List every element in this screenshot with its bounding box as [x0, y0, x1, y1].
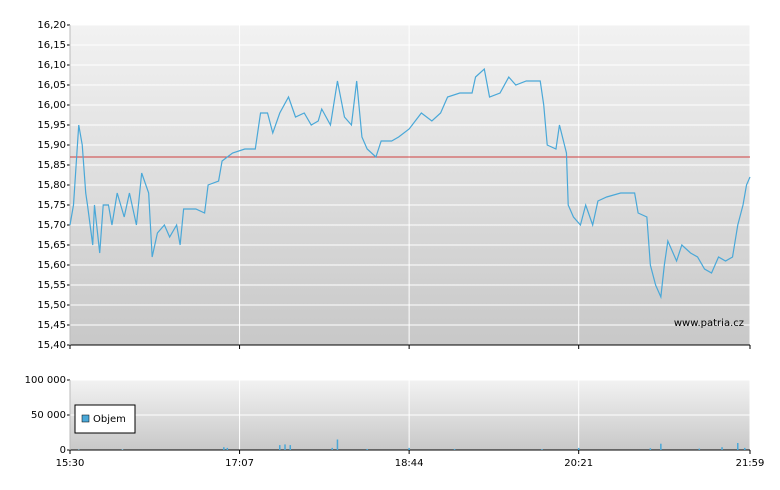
- y-tick-label: 15,90: [37, 140, 66, 151]
- y-tick-label: 16,00: [37, 100, 66, 111]
- y-tick-label: 0: [60, 445, 66, 456]
- volume-bar: [721, 447, 723, 450]
- volume-bar: [331, 447, 333, 450]
- volume-bar: [289, 445, 292, 450]
- volume-bar: [660, 443, 662, 450]
- y-tick-label: 15,50: [37, 300, 66, 311]
- volume-bar: [279, 445, 281, 450]
- y-tick-label: 16,20: [37, 20, 66, 31]
- volume-bar: [737, 443, 739, 450]
- y-tick-label: 15,45: [37, 320, 66, 331]
- y-tick-label: 15,65: [37, 240, 66, 251]
- y-tick-label: 50 000: [31, 410, 66, 421]
- volume-bar: [226, 447, 229, 450]
- y-tick-label: 15,80: [37, 180, 66, 191]
- volume-bar: [698, 448, 701, 450]
- x-tick-label: 17:07: [225, 458, 254, 469]
- volume-bar: [541, 449, 543, 450]
- y-tick-label: 15,55: [37, 280, 66, 291]
- volume-bar: [223, 447, 225, 450]
- price-line: [69, 67, 751, 300]
- x-tick-label: 20:21: [564, 458, 593, 469]
- volume-bar: [121, 449, 124, 450]
- volume-bar: [284, 444, 286, 450]
- volume-bar: [649, 448, 652, 450]
- y-tick-label: 15,85: [37, 160, 66, 171]
- volume-bar: [577, 447, 580, 450]
- legend-swatch: [81, 414, 90, 423]
- y-tick-label: 100 000: [25, 375, 66, 386]
- volume-bar: [408, 447, 410, 450]
- y-tick-label: 15,70: [37, 220, 66, 231]
- legend-label: Objem: [93, 414, 126, 425]
- y-tick-label: 15,60: [37, 260, 66, 271]
- volume-bar: [336, 439, 339, 450]
- y-tick-label: 16,05: [37, 80, 66, 91]
- x-tick-label: 15:30: [56, 458, 85, 469]
- watermark: www.patria.cz: [674, 318, 744, 329]
- x-tick-label: 21:59: [736, 458, 765, 469]
- y-tick-label: 16,10: [37, 60, 66, 71]
- volume-bar: [366, 448, 368, 450]
- volume-bar: [744, 447, 746, 450]
- y-tick-label: 15,40: [37, 340, 66, 351]
- x-tick-label: 18:44: [395, 458, 424, 469]
- y-tick-label: 16,15: [37, 40, 66, 51]
- volume-bar: [453, 448, 456, 450]
- y-tick-label: 15,75: [37, 200, 66, 211]
- y-tick-label: 15,95: [37, 120, 66, 131]
